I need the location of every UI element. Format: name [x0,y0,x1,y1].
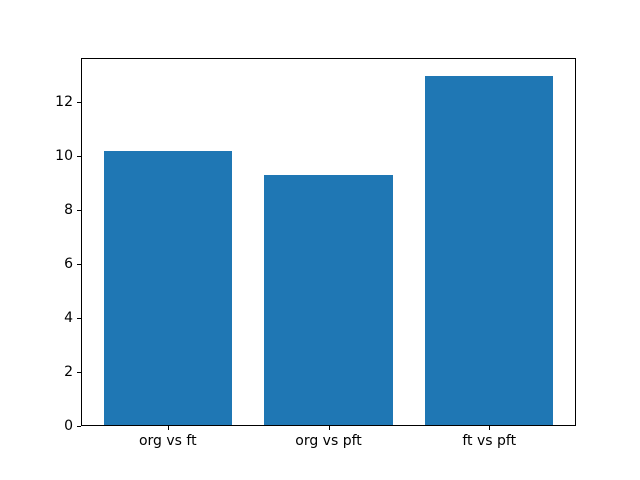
y-tick-mark [77,156,81,158]
y-tick-mark [77,318,81,320]
y-tick-label: 4 [64,310,73,327]
y-tick-mark [77,426,81,427]
x-tick-mark [489,426,491,430]
y-tick-mark [77,372,81,374]
y-tick-label: 6 [64,256,73,273]
bar-org-vs-ft [103,151,233,425]
x-tick-label: org vs pft [295,433,362,449]
y-tick-label: 12 [55,94,73,111]
bar-ft-vs-pft [424,75,554,425]
x-tick-mark [167,426,169,430]
y-tick-label: 2 [64,364,73,381]
y-tick-label: 10 [55,148,73,165]
y-tick-label: 0 [64,418,73,434]
y-tick-mark [77,102,81,104]
x-tick-label: ft vs pft [462,433,517,449]
x-tick-mark [328,426,330,430]
y-tick-mark [77,264,81,266]
x-tick-label: org vs ft [138,433,197,449]
y-tick-mark [77,210,81,212]
y-tick-label: 8 [64,202,73,219]
bar-org-vs-pft [264,175,393,425]
